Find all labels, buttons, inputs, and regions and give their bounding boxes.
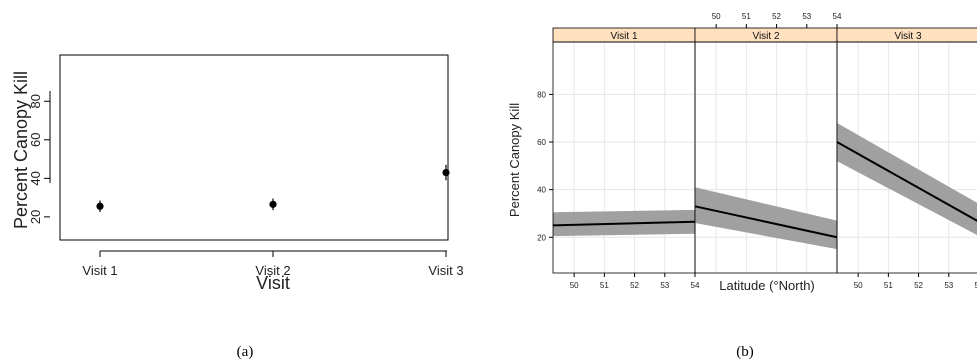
fit-line: [836, 141, 977, 222]
strip-label: Visit 2: [752, 31, 779, 42]
confidence-band: [695, 187, 837, 250]
x-tick-label: 53: [802, 12, 811, 21]
x-tick-label: 54: [833, 12, 842, 21]
x-tick-label: 54: [691, 281, 700, 290]
fit-line: [694, 205, 838, 239]
panel-a-y-tick-label: 20: [28, 210, 43, 224]
x-tick-label: 51: [884, 281, 893, 290]
x-tick-label: 53: [660, 281, 669, 290]
y-tick-label: 20: [537, 233, 546, 242]
panel-a-plot-box: [59, 54, 449, 241]
panel-a-x-tick-label: Visit 1: [82, 263, 117, 278]
panel-a-x-label: Visit: [256, 273, 290, 293]
panel-b-caption: (b): [736, 344, 754, 360]
facet-border: [836, 41, 977, 274]
panel-a-y-tick-label: 60: [28, 133, 43, 147]
x-tick-label: 54: [975, 281, 977, 290]
panel-b-facets: Visit 1 Visit 2 Visit 3: [552, 27, 977, 274]
y-tick-label: 60: [537, 138, 546, 147]
x-tick-label: 51: [600, 281, 609, 290]
panel-a-points: [96, 164, 450, 213]
panel-b-facet-1: Visit 1: [552, 27, 696, 274]
fit-line: [552, 220, 696, 227]
x-tick-label: 52: [914, 281, 923, 290]
panel-b-x-label: Latitude (°North): [719, 278, 815, 293]
panel-b: Visit 1 Visit 2 Visit 3 50 51 52 53 54 50 51 52 5…: [507, 12, 977, 360]
panel-a-y-label: Percent Canopy Kill: [11, 71, 31, 229]
x-tick-label: 50: [570, 281, 579, 290]
panel-a-y-tick-label: 80: [28, 94, 43, 108]
panel-a-x-tick-label: Visit 3: [428, 263, 463, 278]
x-tick-label: 50: [712, 12, 721, 21]
panel-b-y-ticks: 20 40 60 80: [537, 90, 553, 242]
panel-a-y-tick-label: 40: [28, 171, 43, 185]
panel-a-y-ticks: 20 40 60 80: [28, 94, 50, 224]
x-tick-label: 52: [630, 281, 639, 290]
x-tick-label: 53: [944, 281, 953, 290]
panel-a-point: [269, 200, 277, 208]
panel-b-bottom-ticks: 50 51 52 53 54 50 51 52 53 54: [570, 273, 977, 290]
y-tick-label: 80: [537, 90, 546, 99]
x-tick-label: 51: [742, 12, 751, 21]
panel-a-caption: (a): [237, 344, 254, 360]
panel-a-point: [442, 168, 450, 177]
panel-a-x-ticks: Visit 1 Visit 2 Visit 3: [82, 251, 464, 278]
panel-a: Visit 1 Visit 2 Visit 3 20 40 60 80 Visit Per…: [11, 54, 464, 360]
y-tick-label: 40: [537, 186, 546, 195]
strip-label: Visit 3: [894, 31, 921, 42]
panel-a-point: [96, 202, 104, 210]
panel-b-facet-3: Visit 3: [836, 27, 977, 274]
panel-b-top-ticks: 50 51 52 53 54: [712, 12, 842, 28]
panel-a-x-tick-label: Visit 2: [255, 263, 290, 278]
x-tick-label: 52: [772, 12, 781, 21]
panel-b-y-label: Percent Canopy Kill: [507, 103, 522, 217]
panel-b-facet-2: Visit 2: [694, 27, 838, 274]
x-tick-label: 50: [854, 281, 863, 290]
confidence-band: [837, 122, 977, 236]
strip-label: Visit 1: [610, 31, 637, 42]
